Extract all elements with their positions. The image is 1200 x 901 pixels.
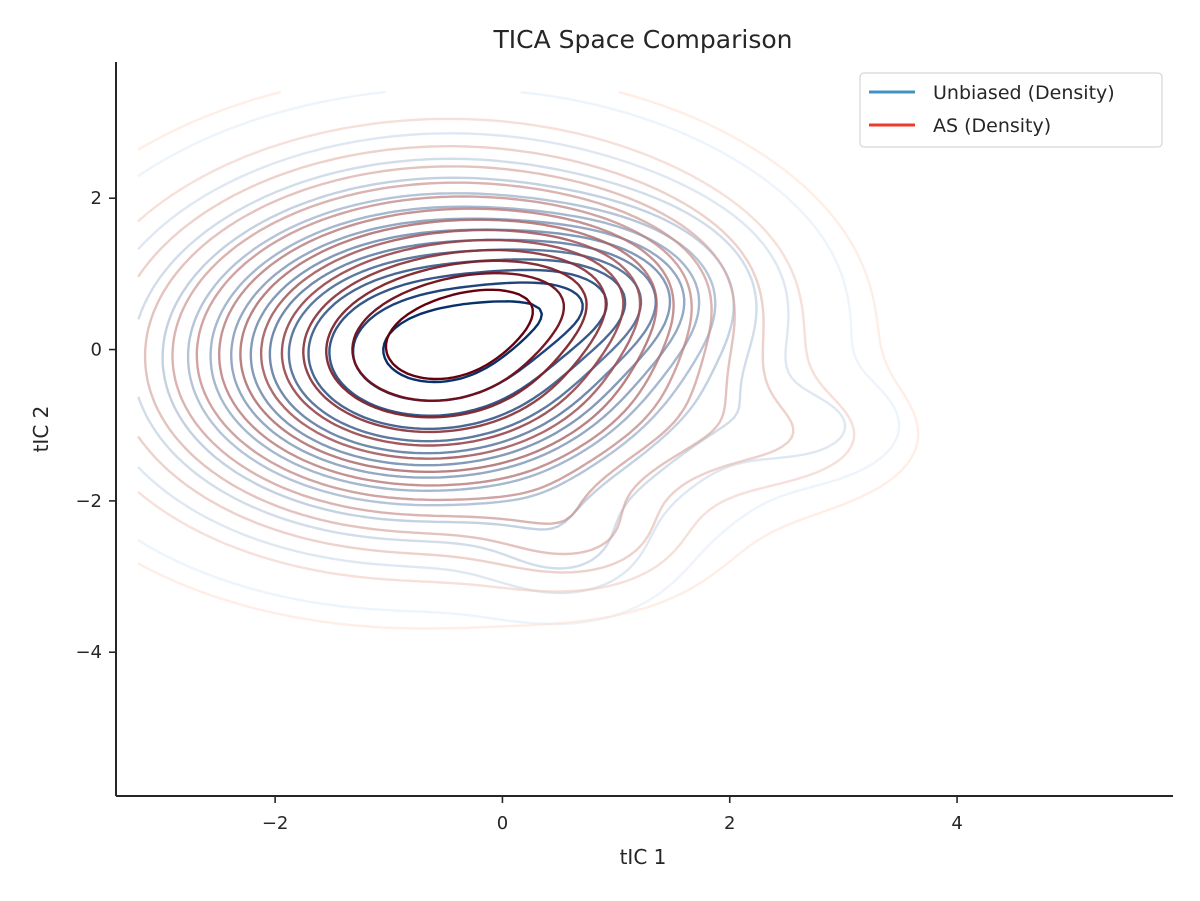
y-tick-label: 0 <box>91 340 102 361</box>
legend-box <box>859 72 1163 148</box>
contour-level-1-4 <box>171 181 713 525</box>
y-tick-label: 2 <box>91 188 102 209</box>
contour-level-0-5 <box>209 205 701 492</box>
contour-level-1-9 <box>280 238 625 447</box>
contour-series-0 <box>137 91 901 626</box>
y-tick-label: −2 <box>75 491 102 512</box>
y-axis-ticks: −4 −2 0 2 <box>75 188 116 663</box>
contour-plot-area <box>137 91 920 630</box>
contour-level-0-0 <box>137 91 901 626</box>
legend-label-as: AS (Density) <box>933 115 1051 137</box>
legend: Unbiased (Density) AS (Density) <box>859 72 1163 148</box>
legend-label-unbiased: Unbiased (Density) <box>933 82 1115 104</box>
contour-level-1-13 <box>384 288 534 381</box>
x-tick-label: 2 <box>724 813 735 834</box>
contour-level-0-4 <box>186 192 717 507</box>
y-tick-label: −4 <box>75 642 102 663</box>
contour-level-1-11 <box>325 259 588 419</box>
contour-level-1-3 <box>143 165 736 556</box>
contour-level-1-5 <box>195 195 693 502</box>
contour-level-1-6 <box>218 207 675 487</box>
contour-level-1-0 <box>137 91 920 630</box>
contour-level-1-12 <box>351 272 565 402</box>
contour-level-1-8 <box>259 228 642 460</box>
x-tick-label: 0 <box>497 813 508 834</box>
contour-level-1-2 <box>137 145 795 574</box>
x-tick-label: −2 <box>262 813 289 834</box>
contour-series-1 <box>137 91 920 630</box>
x-axis-ticks: −2 0 2 4 <box>262 796 963 834</box>
contour-level-0-3 <box>161 176 735 531</box>
x-axis-label: tIC 1 <box>620 845 667 869</box>
y-axis-label: tIC 2 <box>29 406 53 453</box>
contour-level-1-1 <box>137 117 856 593</box>
contour-level-0-13 <box>382 300 543 384</box>
contour-level-0-6 <box>230 217 686 479</box>
x-tick-label: 4 <box>951 813 962 834</box>
contour-level-1-7 <box>239 218 658 473</box>
contour-level-1-10 <box>302 248 607 434</box>
contour-level-0-2 <box>137 157 758 570</box>
chart-title: TICA Space Comparison <box>493 25 793 54</box>
